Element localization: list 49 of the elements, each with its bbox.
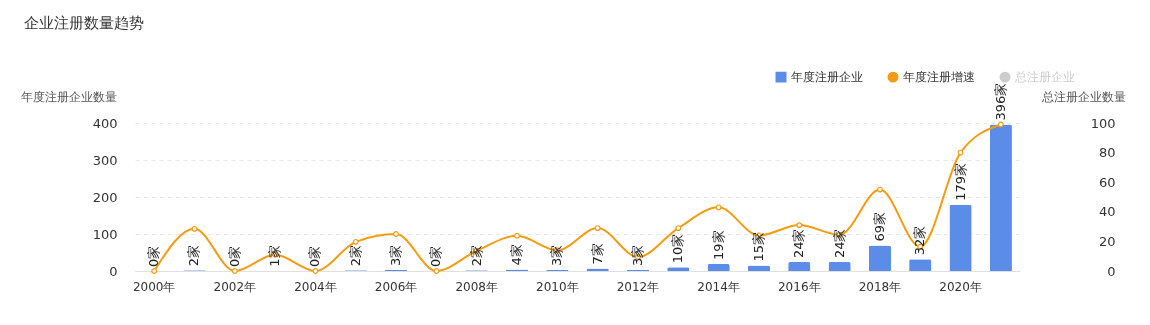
data-label: 19家 <box>710 230 726 260</box>
legend-label: 年度注册企业 <box>791 70 863 85</box>
x-tick-label: 2018年 <box>858 279 902 294</box>
data-label: 3家 <box>388 244 404 266</box>
data-label: 24家 <box>831 228 847 259</box>
x-tick-label: 2002年 <box>213 279 257 294</box>
y-tick-label: 400 <box>92 115 118 131</box>
y2-tick-label: 100 <box>1090 115 1116 131</box>
x-tick-label: 2014年 <box>697 279 740 294</box>
data-label: 32家 <box>912 225 928 256</box>
data-label: 179家 <box>952 162 968 201</box>
data-label: 3家 <box>629 244 645 266</box>
data-label: 0家 <box>428 245 444 267</box>
x-tick-label: 2008年 <box>455 279 498 294</box>
y-tick-label: 100 <box>92 226 118 242</box>
data-label: 69家 <box>871 211 887 242</box>
data-label: 3家 <box>549 244 565 266</box>
y-tick-label: 200 <box>92 189 118 205</box>
data-label: 396家 <box>992 82 1008 121</box>
data-label: 4家 <box>509 244 525 266</box>
y2-tick-label: 40 <box>1098 204 1116 220</box>
data-label: 10家 <box>670 233 686 264</box>
y2-tick-label: 20 <box>1098 233 1116 249</box>
x-tick-label: 2010年 <box>536 279 579 294</box>
x-tick-label: 2012年 <box>616 279 660 294</box>
x-tick-label: 2006年 <box>374 279 418 294</box>
y2-tick-label: 60 <box>1098 174 1116 190</box>
data-label: 2家 <box>347 244 363 267</box>
x-tick-label: 2004年 <box>294 279 337 294</box>
data-label: 2家 <box>186 244 202 267</box>
data-label: 15家 <box>750 231 766 262</box>
data-label: 24家 <box>791 228 807 259</box>
x-tick-label: 2000年 <box>132 279 176 294</box>
data-label: 0家 <box>146 245 162 267</box>
data-label: 0家 <box>226 245 242 267</box>
chart-title: 企业注册数量趋势 <box>24 14 144 33</box>
legend-label: 年度注册增速 <box>903 70 975 85</box>
y2-axis-title: 总注册企业数量 <box>1040 89 1126 104</box>
y2-tick-label: 80 <box>1098 145 1116 161</box>
x-tick-label: 2020年 <box>939 279 982 294</box>
data-label: 2家 <box>468 244 484 267</box>
y-axis-title: 年度注册企业数量 <box>20 89 117 104</box>
data-label: 0家 <box>307 245 323 267</box>
y-tick-label: 0 <box>109 263 118 279</box>
y-tick-label: 300 <box>92 152 118 168</box>
data-label: 7家 <box>589 243 605 265</box>
y2-tick-label: 0 <box>1107 263 1116 279</box>
x-tick-label: 2016年 <box>777 279 821 294</box>
data-label: 1家 <box>267 245 283 267</box>
